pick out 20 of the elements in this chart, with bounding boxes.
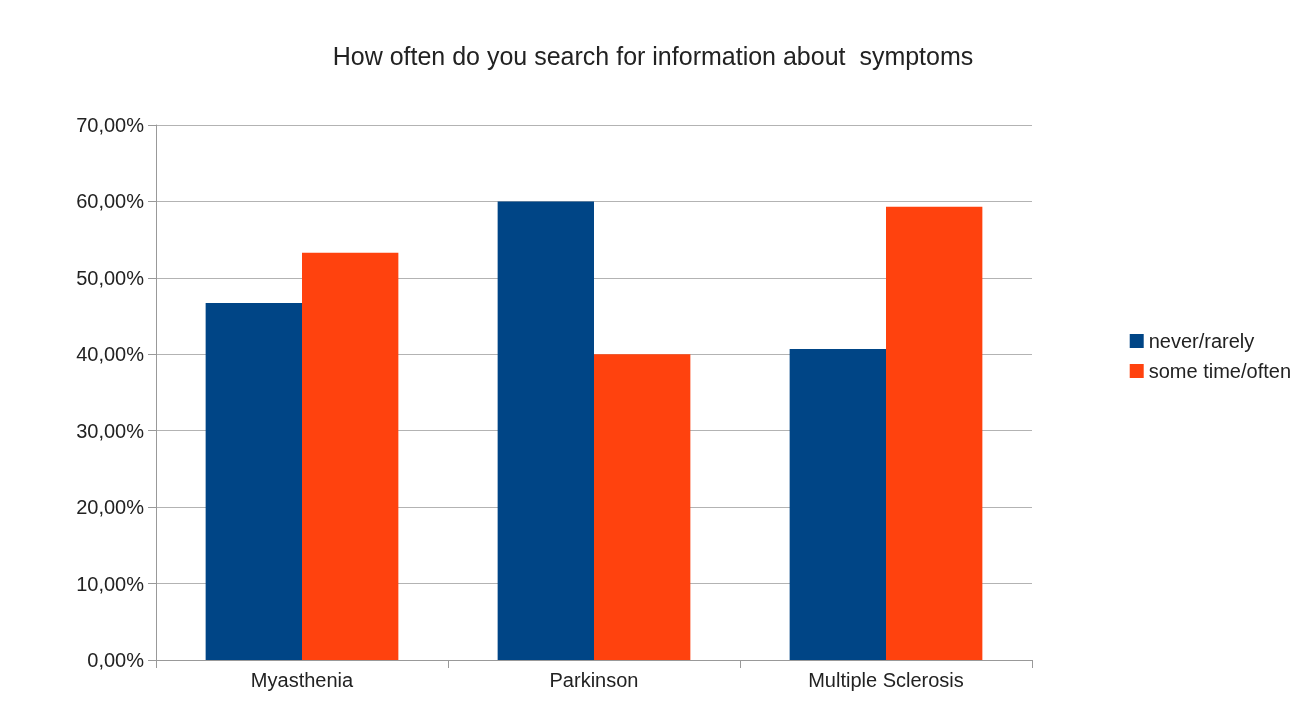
bar: [205, 303, 302, 660]
x-tick-label: Multiple Sclerosis: [808, 669, 964, 691]
y-tick-label: 30,00%: [76, 419, 145, 442]
y-tick-label: 40,00%: [76, 343, 145, 366]
chart-title: How often do you search for information about symptoms: [332, 41, 974, 70]
legend-label: some time/often: [1148, 360, 1292, 382]
y-tick-label: 20,00%: [76, 496, 145, 519]
y-tick-label: 10,00%: [76, 572, 145, 595]
y-tick-label: 70,00%: [76, 114, 145, 136]
bar: [302, 252, 399, 660]
bar: [497, 201, 594, 660]
x-tick-label: Parkinson: [549, 669, 639, 691]
x-tick-label: Myasthenia: [250, 669, 355, 691]
legend-label: never/rarely: [1148, 330, 1255, 352]
bar: [594, 354, 691, 660]
y-tick-label: 0,00%: [87, 649, 145, 671]
y-tick-label: 60,00%: [76, 190, 145, 213]
y-tick-label: 50,00%: [76, 266, 145, 289]
bar: [789, 348, 886, 660]
bar: [886, 206, 983, 660]
